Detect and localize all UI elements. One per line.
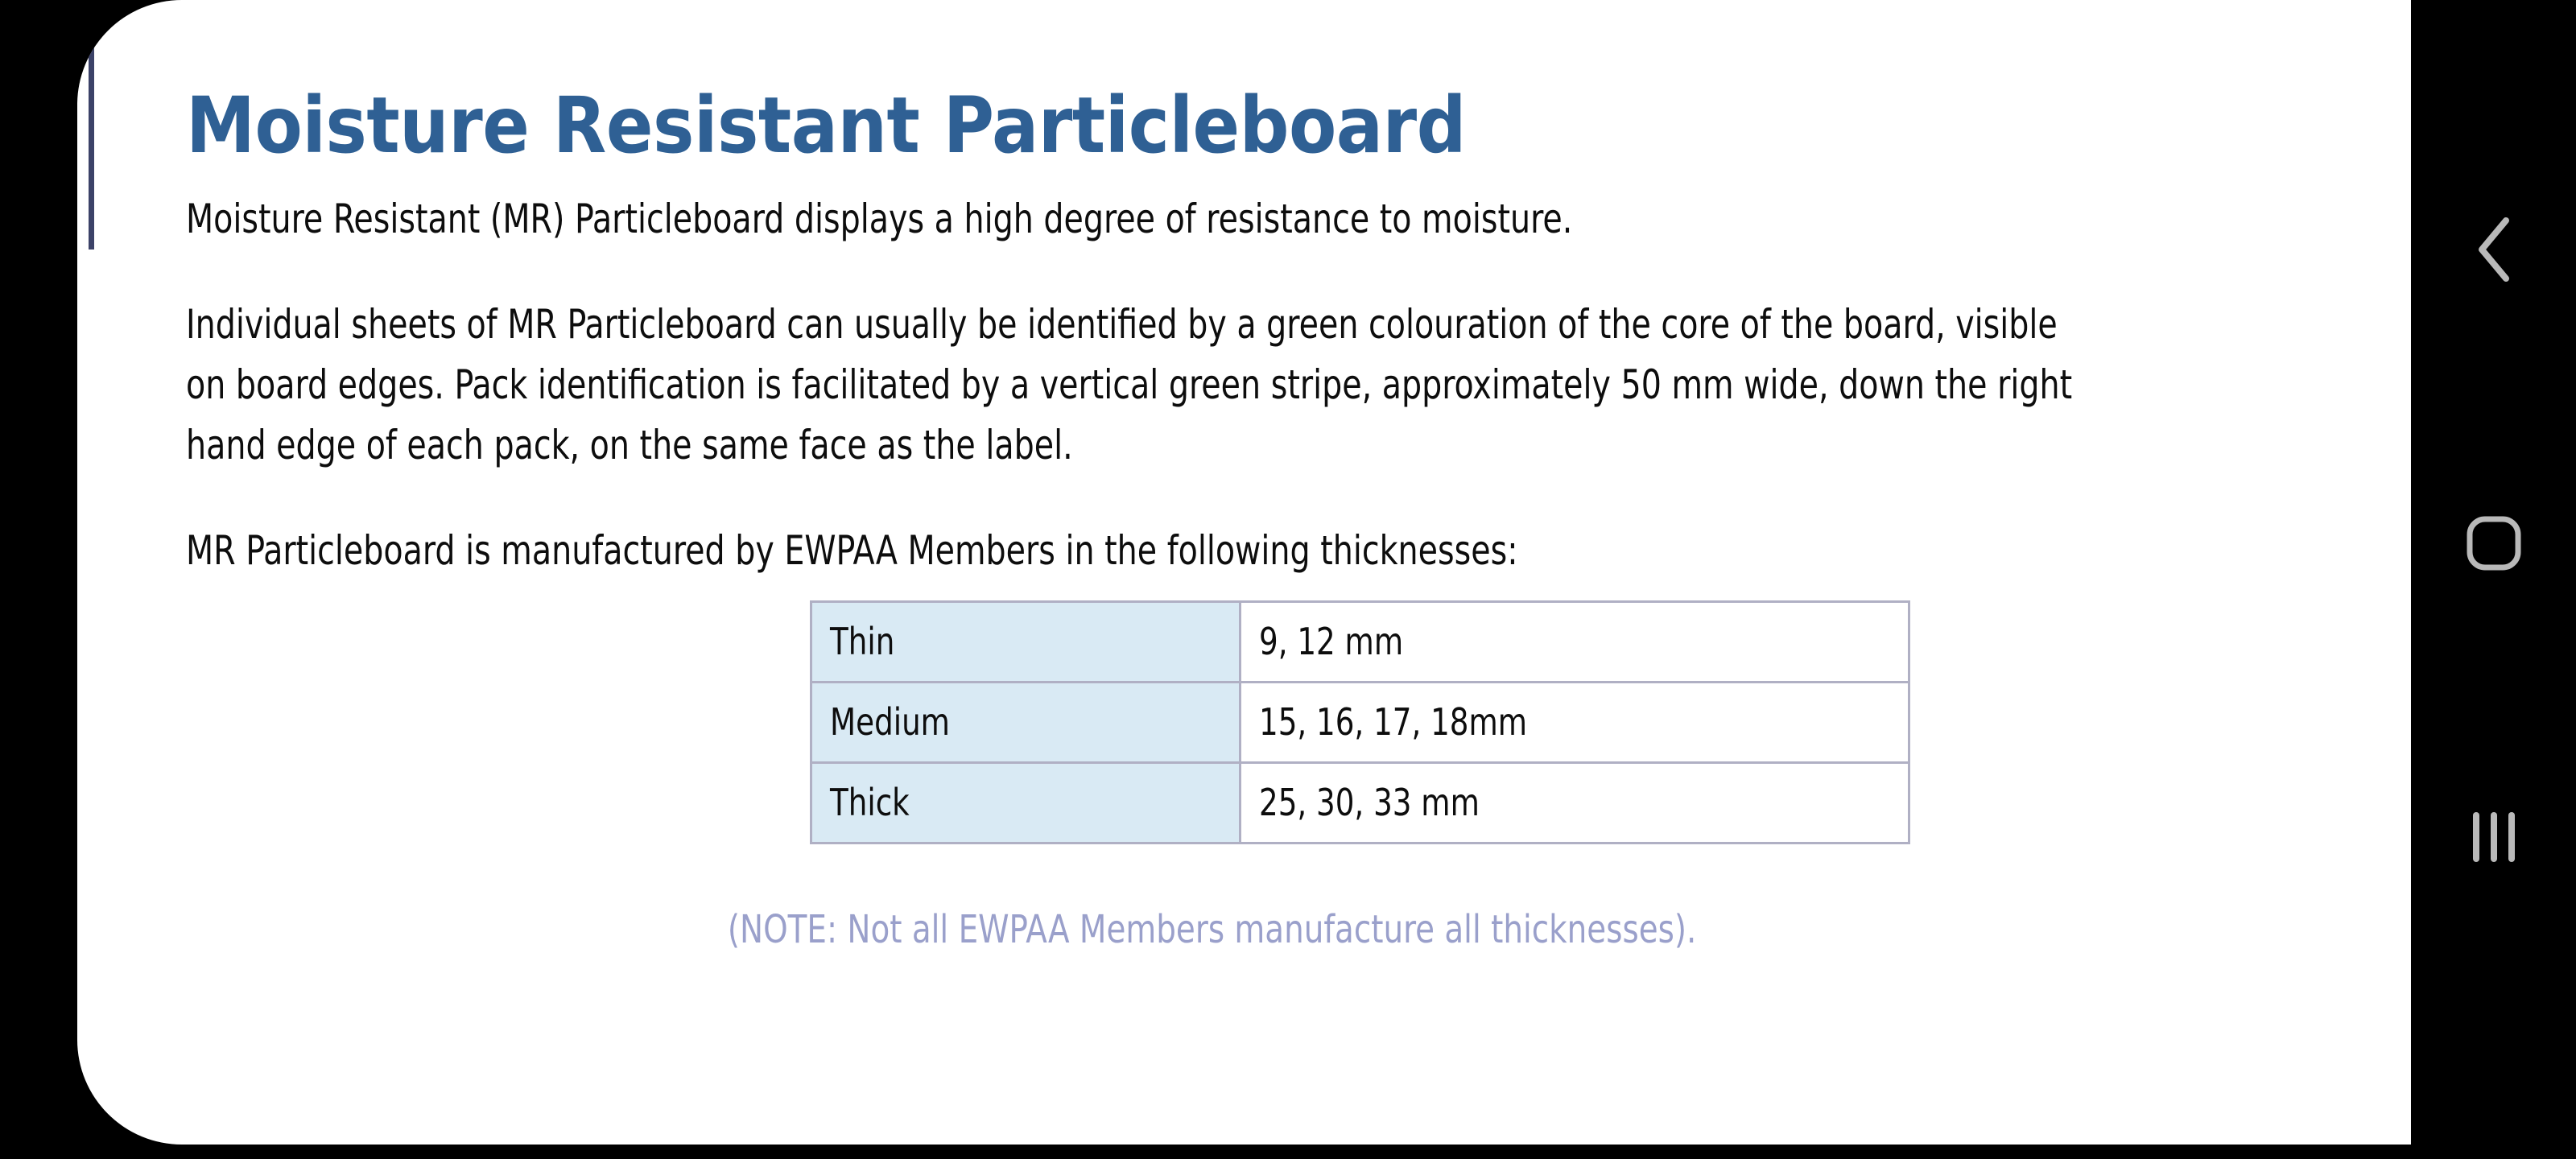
slide-card: Moisture Resistant Particleboard Moistur… <box>77 0 2412 1145</box>
thickness-table-wrapper: Thin 9, 12 mm Medium 15, 16, 17, 18m <box>186 600 2376 844</box>
table-value-thin: 9, 12 mm <box>1259 620 1404 664</box>
android-navigation-bar <box>2411 0 2576 1159</box>
three-vertical-bars-icon[interactable] <box>2465 809 2523 865</box>
note-text: (NOTE: Not all EWPAA Members manufacture… <box>728 906 1697 952</box>
paragraph-intro: Moisture Resistant (MR) Particleboard di… <box>186 195 1573 242</box>
table-cell-value: 9, 12 mm <box>1239 600 1910 683</box>
table-row: Thin 9, 12 mm <box>810 600 1910 683</box>
table-label-thick: Thick <box>830 781 910 825</box>
table-cell-label: Thick <box>810 761 1241 844</box>
chevron-left-icon[interactable] <box>2471 214 2517 285</box>
paragraph-identification: Individual sheets of MR Particleboard ca… <box>186 300 2073 468</box>
note-disclaimer: (NOTE: Not all EWPAA Members manufacture… <box>186 907 2376 952</box>
page-title: Moisture Resistant Particleboard <box>186 80 1466 171</box>
back-button[interactable] <box>2446 201 2542 298</box>
table-cell-label: Thin <box>810 600 1241 683</box>
paragraph-thickness-intro: MR Particleboard is manufactured by EWPA… <box>186 526 1518 574</box>
table-label-thin: Thin <box>830 620 895 664</box>
table-value-thick: 25, 30, 33 mm <box>1259 781 1480 825</box>
table-label-medium: Medium <box>830 700 950 744</box>
slide-content: Moisture Resistant Particleboard Moistur… <box>186 80 2376 952</box>
table-row: Medium 15, 16, 17, 18mm <box>810 680 1910 764</box>
table-cell-value: 15, 16, 17, 18mm <box>1239 680 1910 764</box>
table-value-medium: 15, 16, 17, 18mm <box>1259 700 1528 744</box>
table-cell-label: Medium <box>810 680 1241 764</box>
table-cell-value: 25, 30, 33 mm <box>1239 761 1910 844</box>
table-row: Thick 25, 30, 33 mm <box>810 761 1910 844</box>
home-button[interactable] <box>2446 495 2542 592</box>
recents-button[interactable] <box>2446 789 2542 885</box>
rounded-square-icon[interactable] <box>2465 514 2523 572</box>
thickness-table: Thin 9, 12 mm Medium 15, 16, 17, 18m <box>810 600 1910 844</box>
